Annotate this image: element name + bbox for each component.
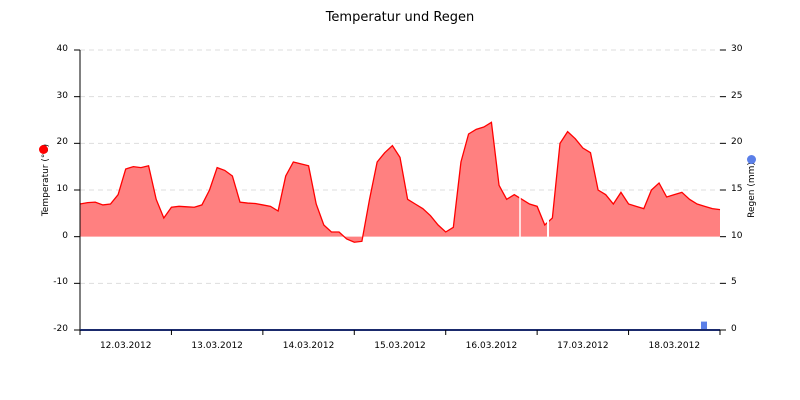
x-tick-label: 13.03.2012	[191, 341, 243, 351]
temperature-legend-dot-icon	[39, 145, 48, 154]
y-tick-right: 0	[731, 324, 737, 334]
y-tick-right: 30	[731, 44, 743, 54]
x-tick-label: 16.03.2012	[465, 341, 518, 351]
y-tick-left: 40	[56, 44, 68, 54]
x-tick-label: 18.03.2012	[648, 341, 701, 351]
y-tick-right: 5	[731, 277, 737, 288]
y-tick-left: 0	[62, 230, 68, 241]
y-tick-right: 20	[731, 137, 743, 148]
y-axis-left-label: Temperatur (°C)	[41, 143, 51, 217]
y-tick-right: 25	[731, 90, 743, 101]
y-tick-left: -20	[53, 324, 68, 334]
y-tick-left: -10	[53, 277, 68, 288]
y-tick-right: 15	[731, 184, 743, 194]
chart-title: Temperatur und Regen	[325, 10, 475, 25]
y-axis-right-label: Regen (mm)	[747, 162, 757, 218]
x-tick-label: 12.03.2012	[99, 341, 152, 351]
y-tick-left: 10	[56, 184, 68, 194]
rain-legend-dot-icon	[747, 155, 756, 164]
x-tick-label: 17.03.2012	[557, 341, 609, 351]
x-tick-label: 14.03.2012	[282, 341, 335, 351]
y-tick-right: 10	[731, 230, 743, 241]
y-tick-left: 20	[56, 137, 68, 148]
y-tick-left: 30	[56, 90, 68, 101]
x-tick-label: 15.03.2012	[374, 341, 426, 351]
